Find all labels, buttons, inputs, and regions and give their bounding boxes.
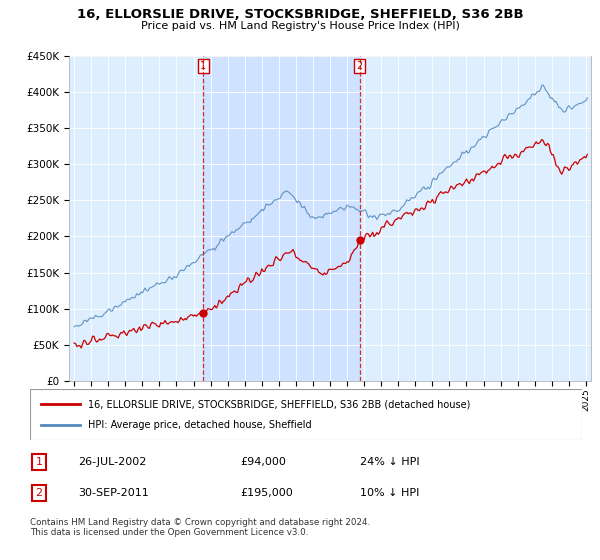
Text: 2: 2	[35, 488, 43, 498]
Text: Contains HM Land Registry data © Crown copyright and database right 2024.
This d: Contains HM Land Registry data © Crown c…	[30, 518, 370, 538]
Text: 16, ELLORSLIE DRIVE, STOCKSBRIDGE, SHEFFIELD, S36 2BB (detached house): 16, ELLORSLIE DRIVE, STOCKSBRIDGE, SHEFF…	[88, 399, 470, 409]
Text: Price paid vs. HM Land Registry's House Price Index (HPI): Price paid vs. HM Land Registry's House …	[140, 21, 460, 31]
Text: 10% ↓ HPI: 10% ↓ HPI	[360, 488, 419, 498]
Text: 24% ↓ HPI: 24% ↓ HPI	[360, 457, 419, 467]
Text: 1: 1	[200, 61, 206, 71]
Text: 1: 1	[35, 457, 43, 467]
Text: £195,000: £195,000	[240, 488, 293, 498]
Text: 30-SEP-2011: 30-SEP-2011	[78, 488, 149, 498]
FancyBboxPatch shape	[30, 389, 582, 440]
Text: £94,000: £94,000	[240, 457, 286, 467]
Text: HPI: Average price, detached house, Sheffield: HPI: Average price, detached house, Shef…	[88, 421, 311, 431]
Bar	[203, 56, 360, 381]
Text: 16, ELLORSLIE DRIVE, STOCKSBRIDGE, SHEFFIELD, S36 2BB: 16, ELLORSLIE DRIVE, STOCKSBRIDGE, SHEFF…	[77, 8, 523, 21]
Text: 2: 2	[357, 61, 363, 71]
Text: 26-JUL-2002: 26-JUL-2002	[78, 457, 146, 467]
